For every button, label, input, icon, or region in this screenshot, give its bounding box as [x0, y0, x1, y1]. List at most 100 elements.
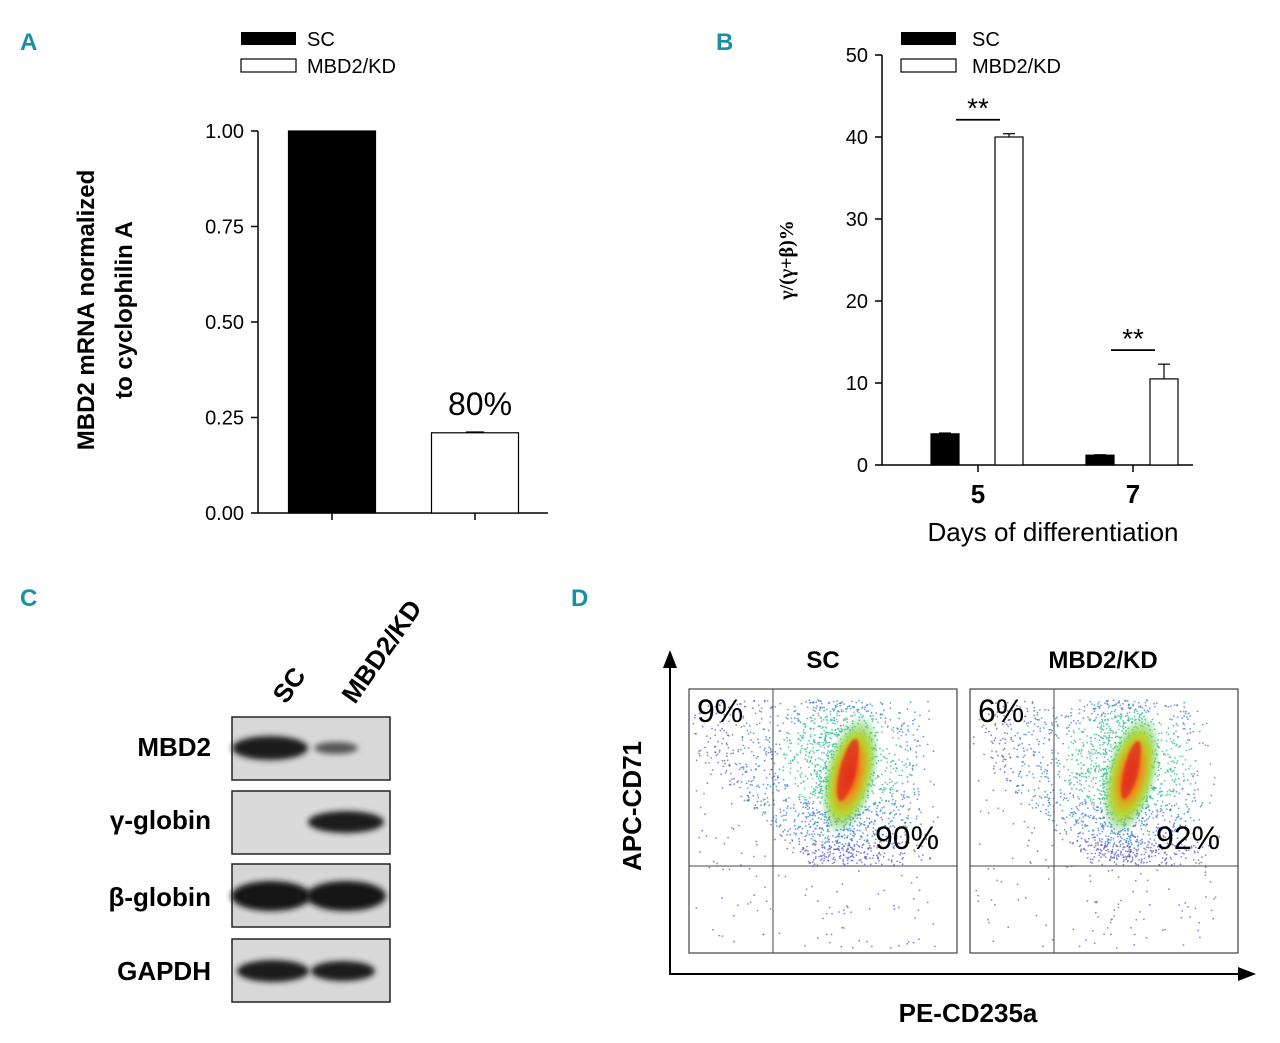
flow-event-dot — [1207, 744, 1209, 747]
flow-event-dot — [827, 702, 830, 705]
flow-event-dot — [861, 701, 863, 704]
flow-event-dot — [1050, 762, 1052, 765]
flow-event-dot — [909, 773, 911, 776]
flow-event-dot — [1084, 825, 1086, 827]
flow-event-dot — [704, 813, 706, 816]
flow-event-dot — [807, 812, 810, 814]
flow-event-dot — [815, 773, 818, 776]
flow-event-dot — [709, 737, 712, 740]
flow-event-dot — [900, 746, 903, 749]
flow-event-dot — [1142, 824, 1145, 826]
flow-event-dot — [1127, 855, 1129, 858]
flow-event-dot — [1120, 716, 1122, 719]
flow-event-dot — [1093, 802, 1095, 805]
flow-event-dot — [719, 704, 721, 707]
flow-event-dot — [736, 781, 738, 784]
flow-event-dot — [813, 722, 816, 725]
flow-event-dot — [1143, 918, 1145, 920]
flow-event-dot — [821, 706, 824, 709]
flow-event-dot — [1154, 851, 1157, 854]
flow-event-dot — [783, 738, 786, 741]
flow-event-dot — [794, 810, 797, 813]
flow-event-dot — [1170, 748, 1173, 750]
flow-event-dot — [891, 820, 893, 822]
flow-event-dot — [808, 739, 810, 742]
flow-event-dot — [804, 850, 807, 852]
flow-event-dot — [813, 752, 815, 754]
flow-event-dot — [913, 788, 915, 790]
flow-event-dot — [866, 940, 868, 943]
flow-event-dot — [1176, 716, 1179, 718]
flow-event-dot — [1048, 739, 1051, 741]
flow-event-dot — [728, 784, 731, 786]
flow-event-dot — [1142, 817, 1144, 819]
flow-event-dot — [1074, 812, 1077, 815]
flow-event-dot — [1118, 701, 1121, 704]
flow-event-dot — [1083, 848, 1085, 851]
flow-event-dot — [1091, 858, 1094, 861]
flow-event-dot — [765, 736, 767, 738]
flow-event-dot — [1017, 775, 1020, 777]
flow-event-dot — [821, 759, 824, 761]
flow-event-dot — [765, 750, 768, 753]
flow-event-dot — [1100, 810, 1103, 813]
flow-event-dot — [836, 705, 838, 708]
flow-event-dot — [1113, 842, 1116, 844]
flow-event-dot — [800, 702, 803, 705]
flow-event-dot — [1106, 927, 1109, 929]
flow-event-dot — [998, 707, 1001, 710]
flow-event-dot — [842, 710, 844, 712]
flow-event-dot — [872, 714, 874, 717]
flow-event-dot — [1188, 748, 1191, 751]
flow-event-dot — [820, 858, 823, 860]
flow-event-dot — [883, 889, 886, 892]
flow-event-dot — [1176, 760, 1179, 762]
flow-event-dot — [1026, 774, 1028, 777]
flow-event-dot — [929, 856, 931, 859]
flow-event-dot — [883, 840, 885, 843]
flow-event-dot — [825, 856, 828, 858]
flow-event-dot — [1117, 853, 1120, 856]
flow-event-dot — [782, 722, 785, 724]
flow-event-dot — [839, 857, 841, 860]
flow-event-dot — [800, 782, 802, 785]
flow-event-dot — [1026, 710, 1029, 713]
flow-event-dot — [1126, 845, 1129, 847]
flow-event-dot — [1079, 722, 1081, 725]
flow-event-dot — [717, 740, 719, 743]
flow-event-dot — [823, 855, 826, 857]
flow-event-dot — [1048, 797, 1050, 800]
flow-event-dot — [1207, 844, 1210, 847]
flow-event-dot — [817, 757, 820, 760]
flow-event-dot — [1193, 796, 1196, 799]
flow-event-dot — [1100, 775, 1103, 778]
flow-event-dot — [915, 755, 918, 758]
flow-event-dot — [813, 822, 816, 825]
flow-event-dot — [809, 826, 811, 829]
flow-event-dot — [786, 805, 789, 808]
flow-event-dot — [766, 797, 769, 799]
flow-event-dot — [1019, 709, 1022, 711]
flow-event-dot — [714, 751, 717, 753]
flow-event-dot — [815, 785, 817, 788]
flow-event-dot — [823, 729, 826, 732]
blot-strip-gapdh — [231, 938, 391, 1003]
flow-event-dot — [1035, 718, 1038, 721]
flow-event-dot — [1175, 722, 1178, 725]
flow-event-dot — [1111, 856, 1114, 859]
flow-event-dot — [992, 789, 995, 792]
flow-event-dot — [816, 797, 819, 799]
flow-event-dot — [850, 852, 853, 855]
flow-event-dot — [992, 767, 995, 770]
flow-event-dot — [784, 787, 787, 790]
flow-event-dot — [1218, 836, 1221, 838]
flow-event-dot — [894, 754, 896, 756]
flow-event-dot — [780, 815, 783, 817]
flow-event-dot — [1100, 725, 1102, 728]
flow-event-dot — [846, 905, 848, 907]
flow-event-dot — [1136, 835, 1139, 838]
flow-event-dot — [1115, 731, 1118, 734]
flow-event-dot — [714, 705, 717, 708]
flow-event-dot — [1166, 793, 1169, 796]
flow-event-dot — [1157, 852, 1160, 855]
